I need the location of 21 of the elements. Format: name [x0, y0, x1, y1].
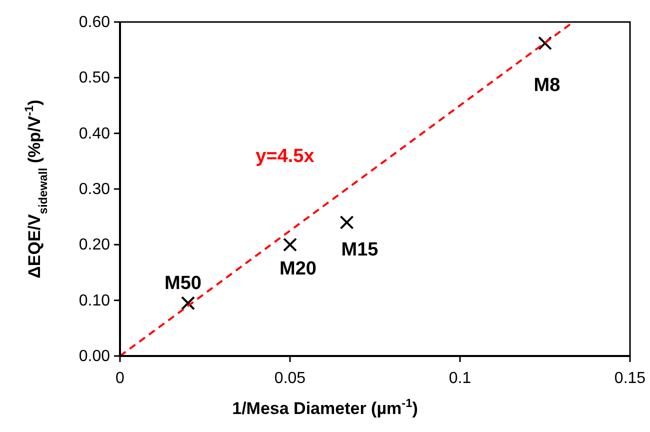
y-tick-label: 0.00	[78, 348, 110, 365]
x-axis-title: 1/Mesa Diameter (µm$^{-1}$)	[232, 396, 418, 418]
annotation: M20	[280, 258, 316, 280]
y-tick-label: 0.10	[78, 292, 110, 310]
point	[181, 296, 195, 310]
x-tick-label: 0.1	[448, 370, 472, 387]
point	[283, 238, 297, 252]
annotation: y=4.5x	[256, 146, 315, 167]
annotation: M50	[164, 273, 202, 294]
point	[340, 215, 354, 230]
x-tick-label: 0	[116, 370, 125, 387]
x-tick-label: 0.15	[614, 370, 646, 387]
y-tick-label: 0.50	[78, 70, 110, 87]
point	[538, 36, 552, 50]
annotation: M8	[534, 75, 560, 96]
y-tick-label: 0.20	[78, 236, 110, 254]
x-tick-label: 0.05	[274, 370, 306, 387]
y-tick-label: 0.30	[78, 181, 110, 198]
y-tick-label: 0.40	[78, 125, 110, 142]
y-tick-label: 0.60	[78, 14, 110, 31]
annotation: M15	[341, 239, 379, 260]
